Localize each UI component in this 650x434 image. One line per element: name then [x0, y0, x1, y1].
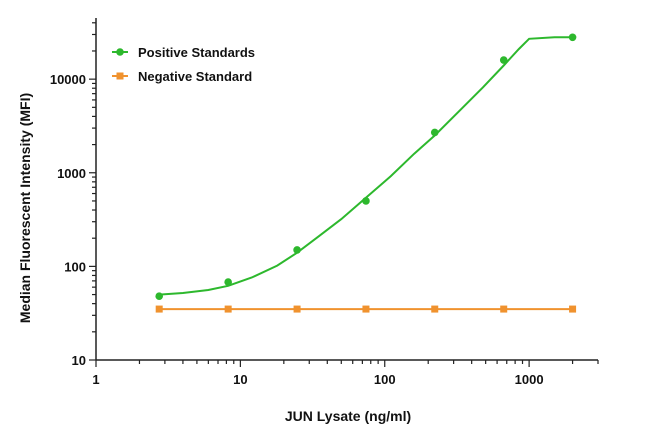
data-point [499, 56, 508, 64]
x-axis: 1 10 100 1000 [92, 359, 599, 387]
data-point [568, 33, 577, 42]
y-axis: 10 100 1000 10000 [50, 18, 97, 368]
legend-label: Negative Standard [138, 69, 252, 84]
x-tick-label: 10 [233, 372, 247, 387]
data-point [293, 246, 301, 254]
data-point [500, 305, 508, 313]
legend-label: Positive Standards [138, 45, 255, 60]
series-positive-standards [155, 33, 577, 301]
x-tick-label: 100 [374, 372, 396, 387]
data-point [293, 305, 301, 313]
data-point [362, 305, 370, 313]
data-point [155, 305, 163, 313]
legend-item: Negative Standard [112, 69, 252, 84]
legend-swatch-marker [116, 72, 124, 80]
data-point [431, 305, 439, 313]
y-ticks: 10 100 1000 10000 [50, 22, 96, 368]
data-point [224, 278, 232, 286]
x-axis-title: JUN Lysate (ng/ml) [285, 408, 411, 424]
fit-curve [159, 36, 573, 296]
y-tick-label: 10000 [50, 72, 86, 87]
data-point [224, 305, 232, 313]
data-point [362, 197, 370, 205]
x-ticks: 1 10 100 1000 [92, 360, 599, 387]
x-tick-label: 1000 [515, 372, 544, 387]
data-point [569, 305, 577, 313]
y-axis-title: Median Fluorescent Intensity (MFI) [17, 93, 33, 323]
y-tick-label: 100 [64, 259, 86, 274]
data-point [430, 128, 439, 137]
legend-item: Positive Standards [112, 45, 255, 60]
x-tick-label: 1 [92, 372, 99, 387]
series-negative-standard [155, 305, 577, 313]
y-tick-label: 10 [72, 353, 86, 368]
y-tick-label: 1000 [57, 166, 86, 181]
series-layer [155, 33, 577, 313]
legend: Positive Standards Negative Standard [112, 45, 255, 84]
legend-swatch-marker [116, 48, 124, 56]
data-point [155, 292, 163, 301]
